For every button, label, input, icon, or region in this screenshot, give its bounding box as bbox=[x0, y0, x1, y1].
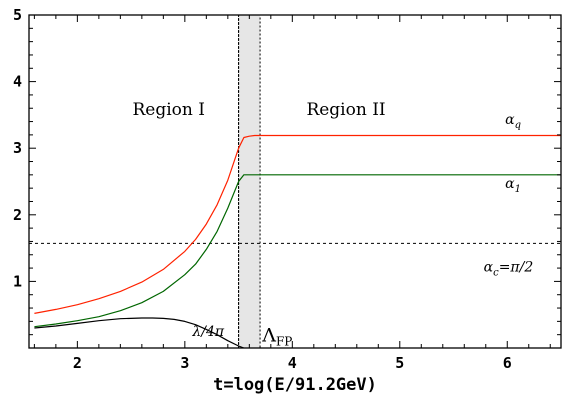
region-1-label: Region I bbox=[132, 100, 204, 120]
alpha-1-label: α1 bbox=[505, 176, 521, 195]
fixed-point-band bbox=[238, 14, 261, 349]
lambda-line bbox=[34, 317, 245, 349]
y-tick-label: 1 bbox=[13, 272, 22, 290]
tick-layer: 2 3 4 5 6 1 2 3 4 5 bbox=[13, 6, 561, 372]
y-tick-label: 4 bbox=[13, 73, 22, 91]
lambda-label: λ/4π bbox=[191, 324, 224, 340]
y-tick-label: 3 bbox=[13, 139, 22, 157]
series-layer bbox=[34, 134, 561, 349]
y-tick-label: 2 bbox=[13, 206, 22, 224]
x-tick-label: 4 bbox=[288, 354, 297, 372]
alpha-c-label: αc=π/2 bbox=[484, 259, 534, 278]
x-tick-label: 3 bbox=[180, 354, 189, 372]
alpha-q-line bbox=[34, 134, 561, 314]
annotation-layer: Region I Region II λ/4π ΛFP αq α1 αc=π/2 bbox=[132, 100, 533, 348]
band-layer bbox=[238, 14, 261, 349]
region-2-label: Region II bbox=[306, 100, 385, 120]
plot-frame bbox=[28, 14, 562, 349]
lambda-fp-label: ΛFP bbox=[261, 324, 292, 348]
x-tick-label: 2 bbox=[73, 354, 82, 372]
alpha-1-line bbox=[34, 174, 561, 328]
x-tick-label: 6 bbox=[503, 354, 512, 372]
x-tick-label: 5 bbox=[395, 354, 404, 372]
x-axis-title: t=log(E/91.2GeV) bbox=[213, 375, 377, 395]
reference-lines bbox=[29, 15, 561, 348]
alpha-q-label: αq bbox=[505, 112, 521, 131]
plot-area bbox=[29, 15, 561, 348]
frame-layer bbox=[28, 14, 562, 349]
y-tick-label: 5 bbox=[13, 6, 22, 24]
